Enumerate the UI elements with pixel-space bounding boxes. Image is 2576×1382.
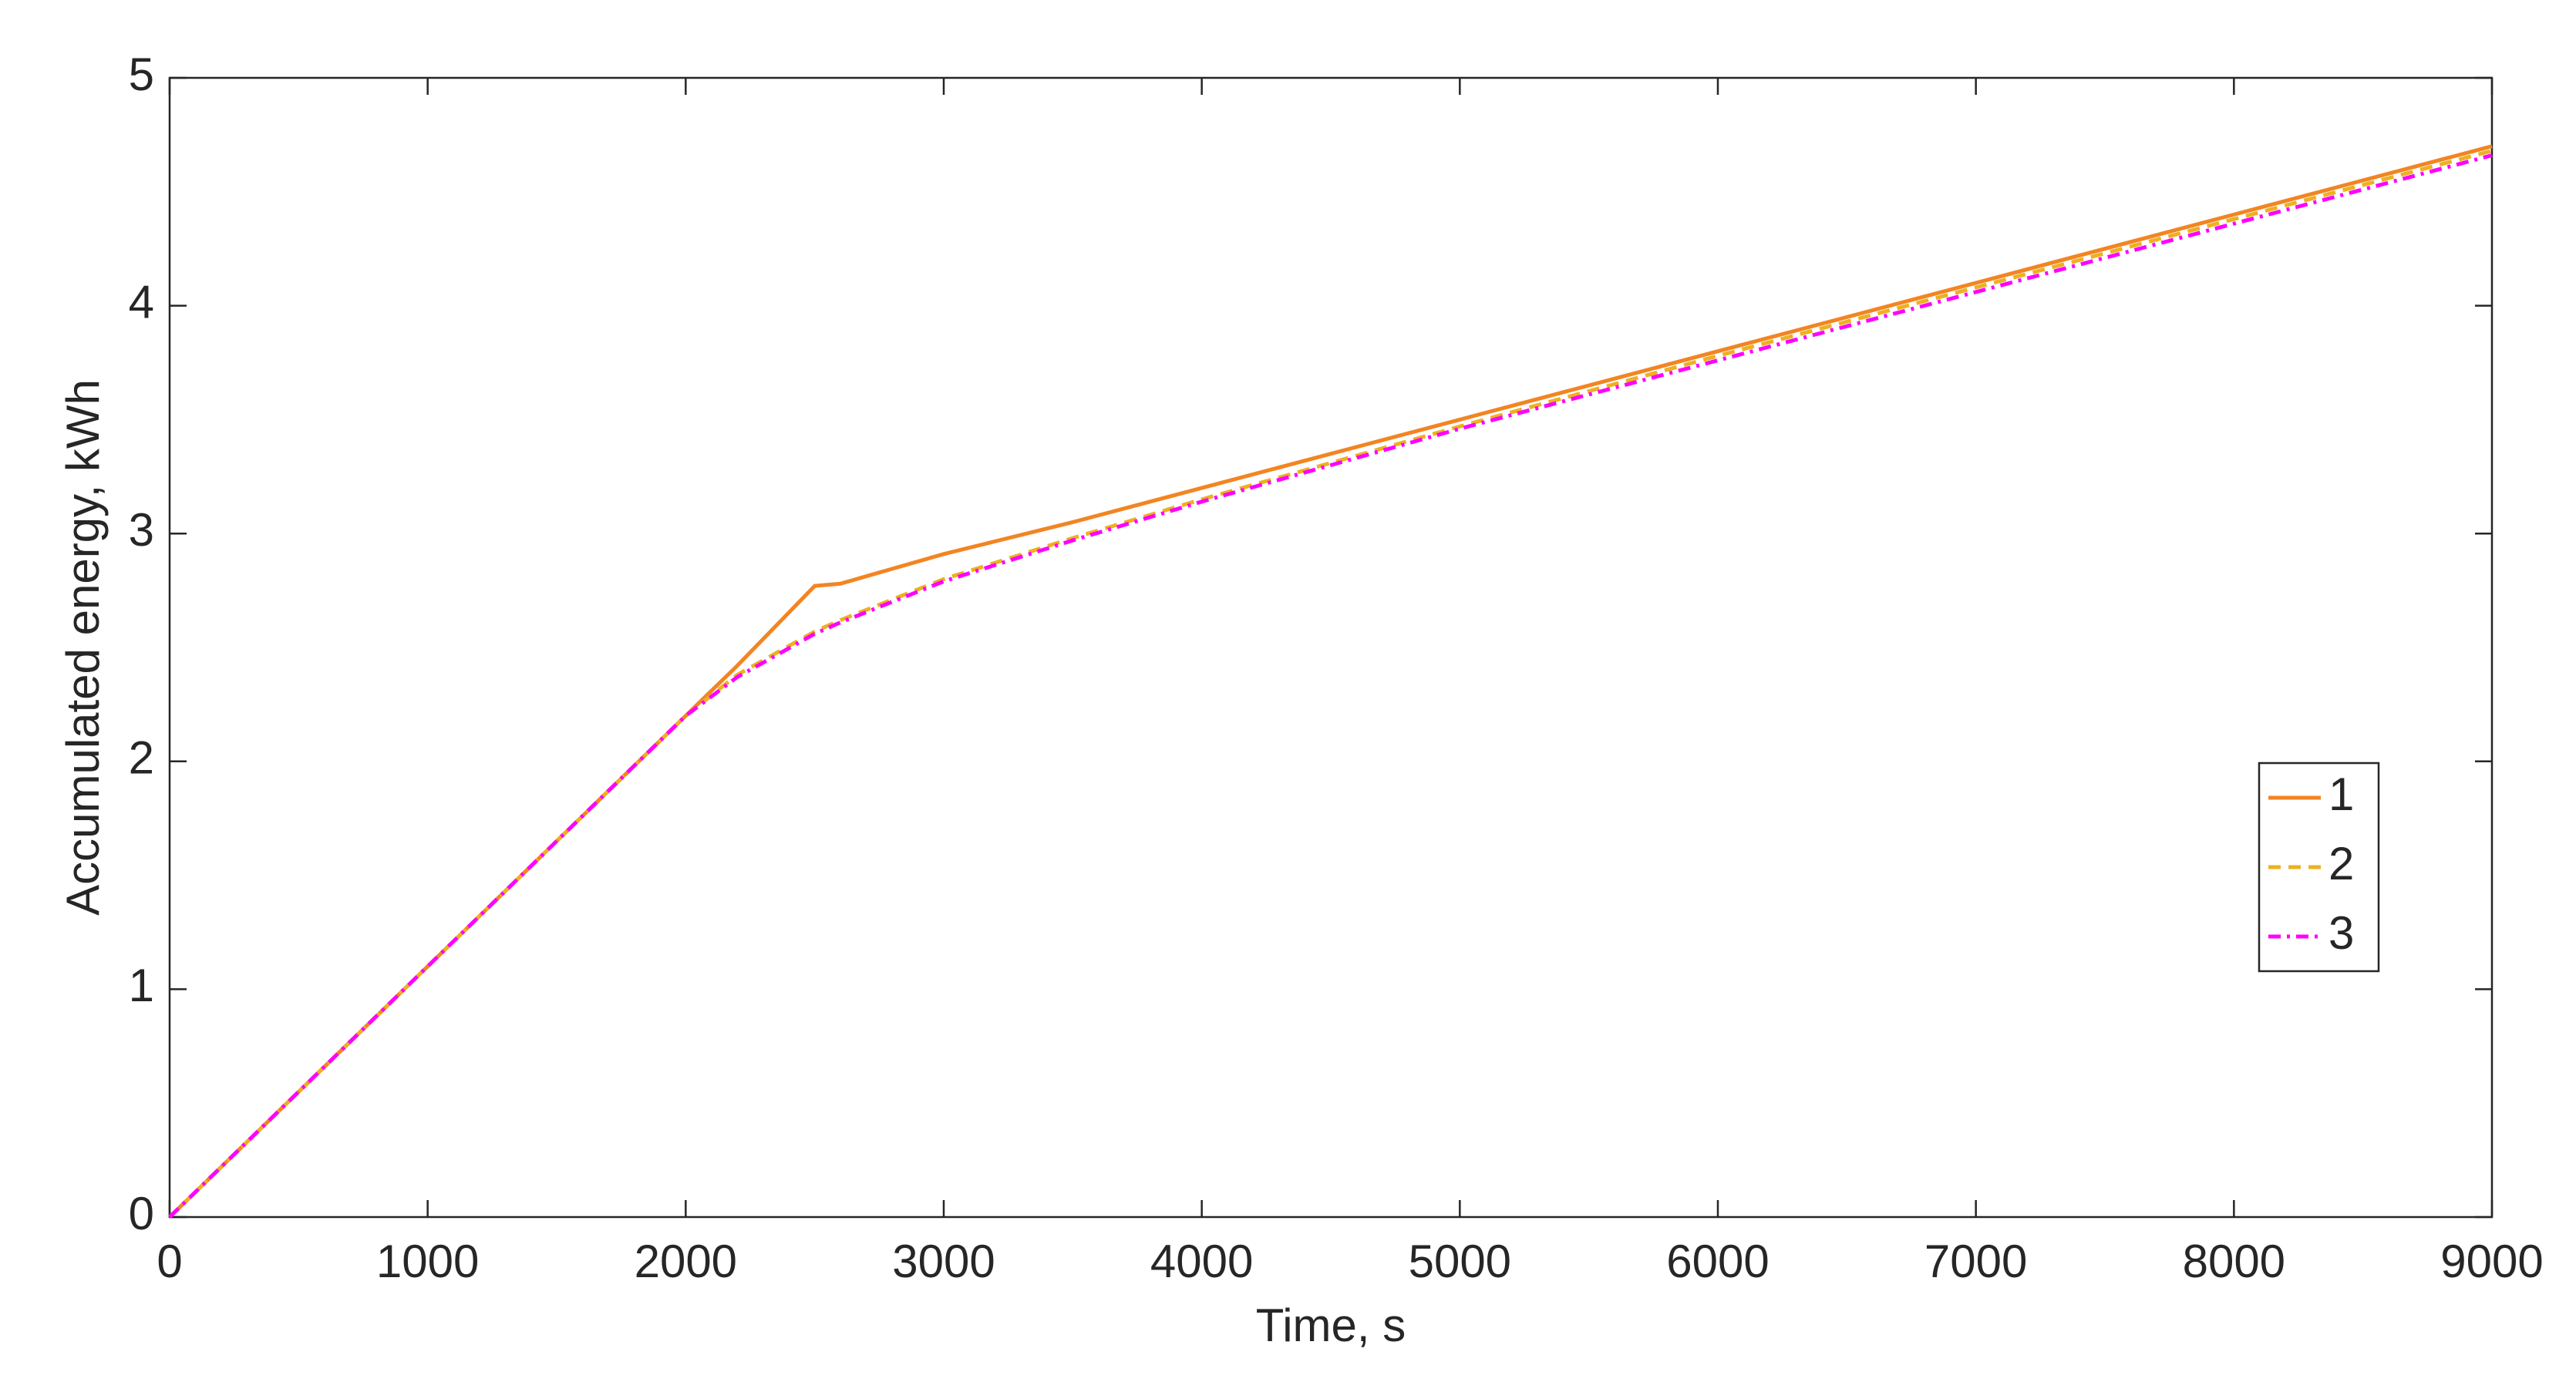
x-tick-label: 9000	[2440, 1236, 2543, 1287]
x-tick-label: 8000	[2183, 1236, 2285, 1287]
x-tick-label: 6000	[1666, 1236, 1769, 1287]
x-tick-label: 2000	[635, 1236, 737, 1287]
x-tick-label: 5000	[1409, 1236, 1511, 1287]
legend-label: 2	[2329, 838, 2354, 889]
x-tick-label: 1000	[376, 1236, 479, 1287]
series-line	[168, 153, 2493, 1219]
y-tick-label: 3	[129, 504, 154, 556]
x-tick-label: 4000	[1150, 1236, 1253, 1287]
legend-label: 3	[2329, 907, 2354, 959]
y-tick-label: 2	[129, 732, 154, 784]
series-line	[168, 144, 2493, 1219]
x-tick-label: 7000	[1924, 1236, 2027, 1287]
y-axis-label: Accumulated energy, kWh	[57, 379, 109, 916]
series-line	[168, 149, 2493, 1219]
y-tick-label: 1	[129, 960, 154, 1011]
x-tick-label: 0	[157, 1236, 182, 1287]
y-tick-label: 4	[129, 276, 154, 328]
y-tick-label: 0	[129, 1188, 154, 1239]
legend-label: 1	[2329, 768, 2354, 820]
x-axis-label: Time, s	[1256, 1300, 1406, 1351]
y-tick-label: 5	[129, 49, 154, 100]
plot-frame	[168, 76, 2494, 1219]
x-tick-label: 3000	[892, 1236, 995, 1287]
